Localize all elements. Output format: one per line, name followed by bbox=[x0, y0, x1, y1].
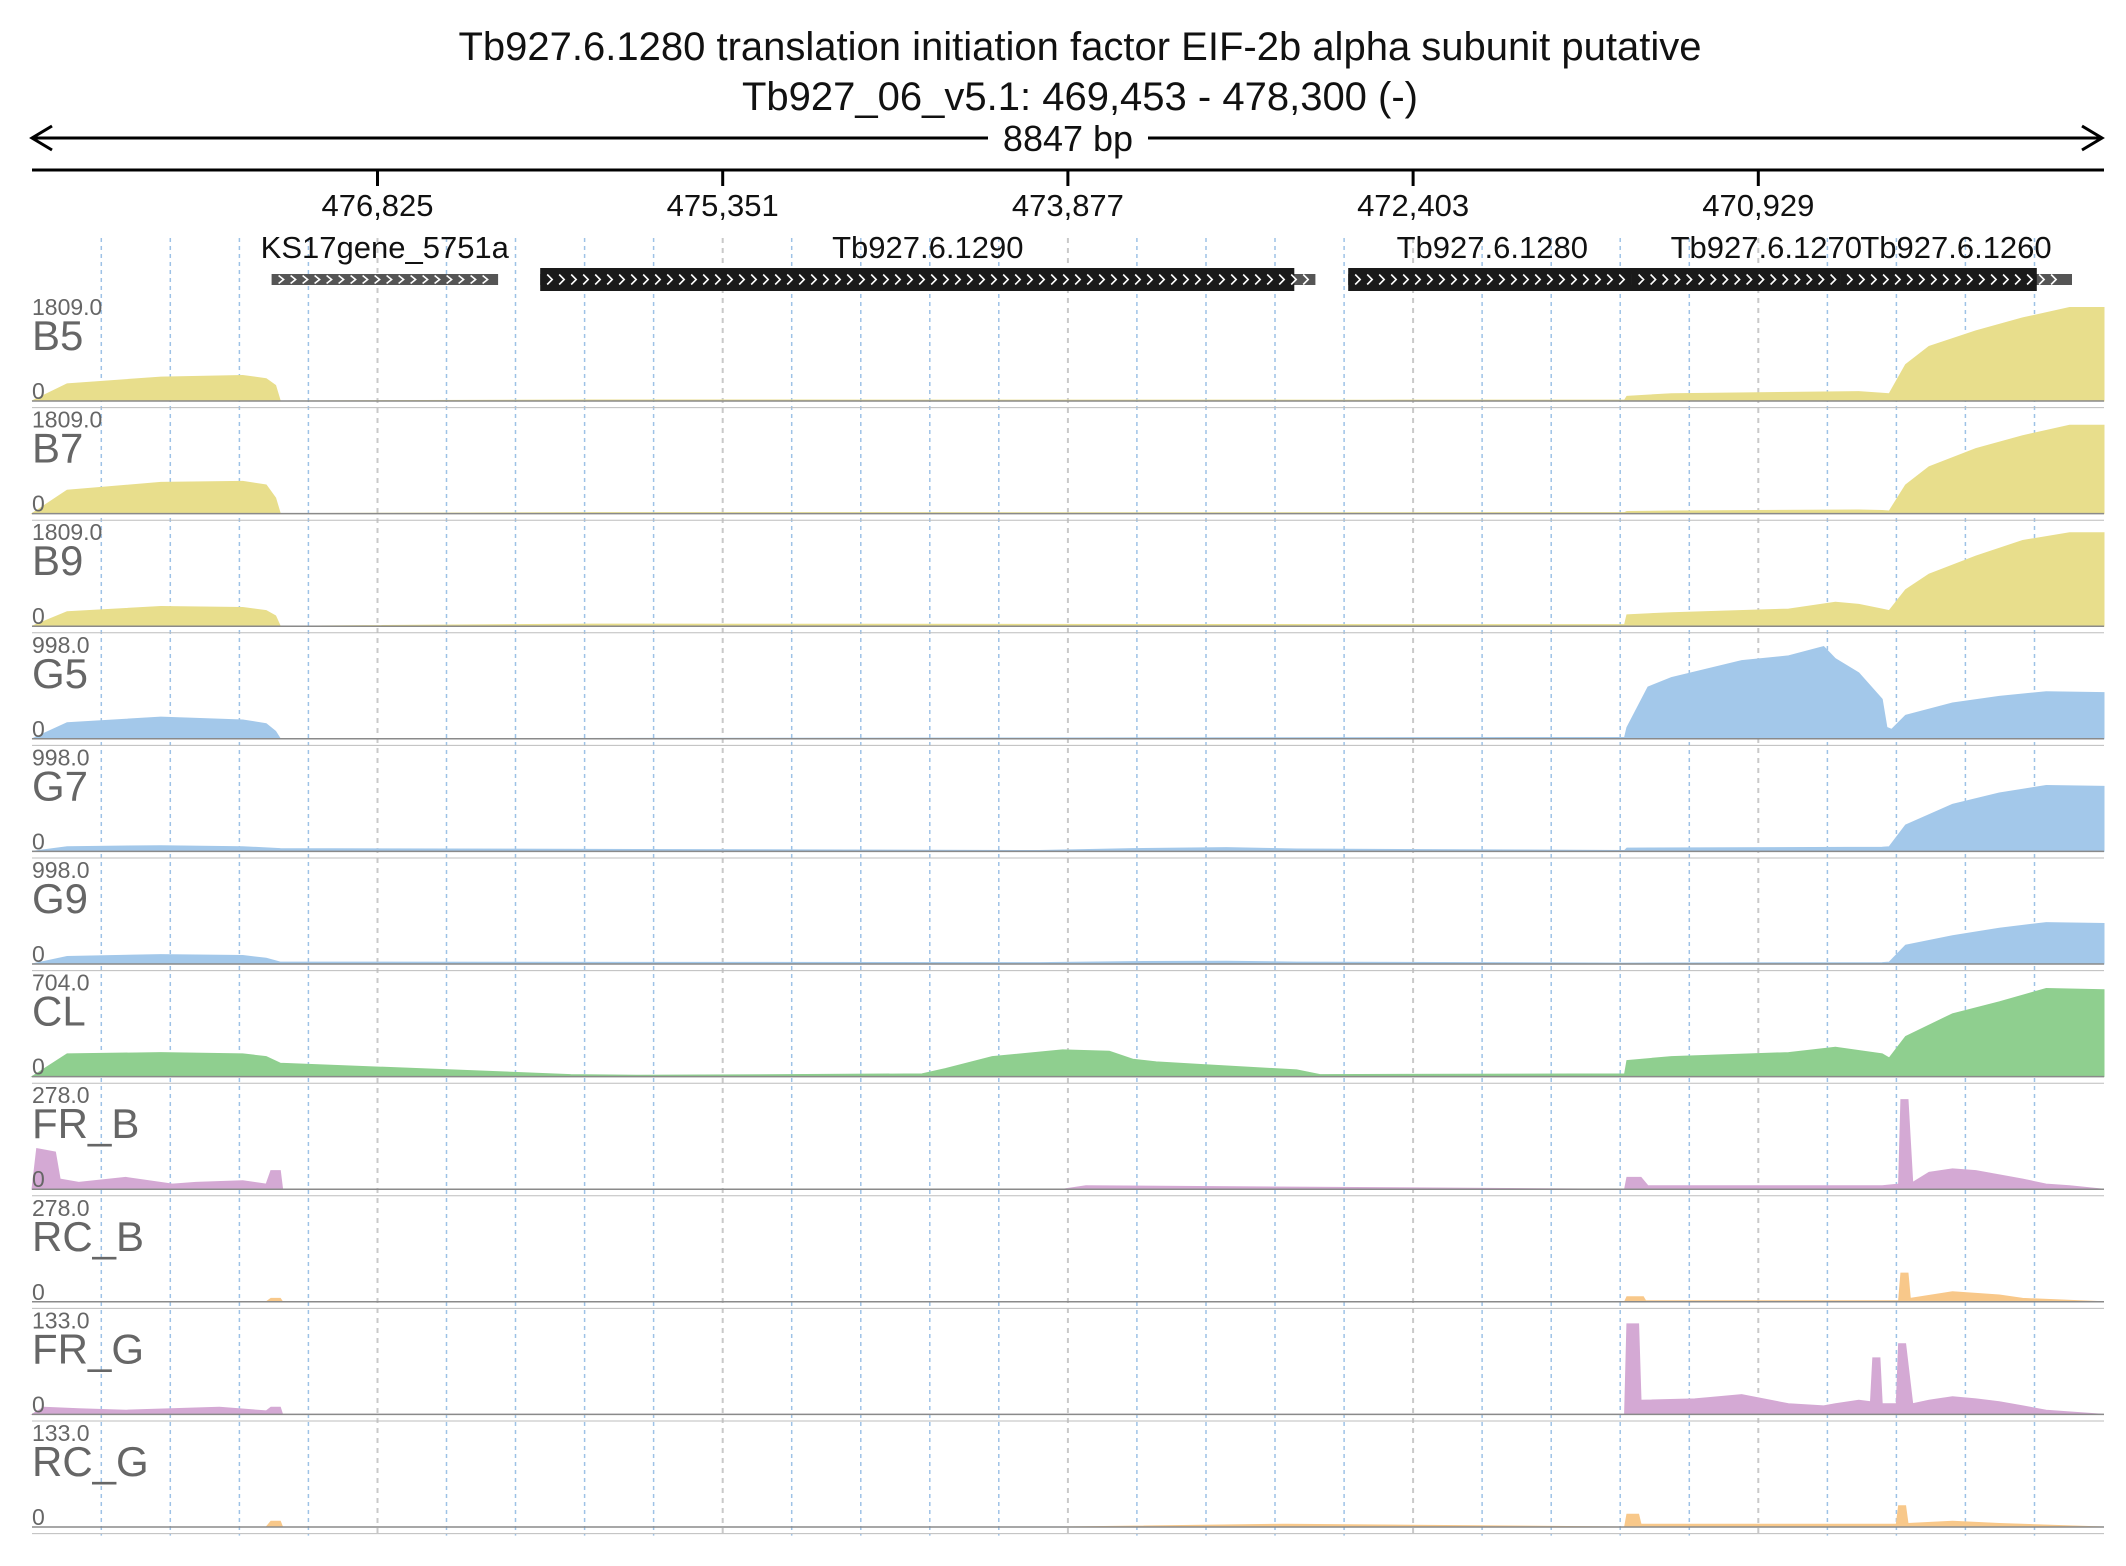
track-zero-label: 0 bbox=[32, 378, 45, 404]
axis-tick-label: 470,929 bbox=[1702, 188, 1814, 223]
coverage-area bbox=[30, 987, 2105, 1078]
coverage-area bbox=[31, 307, 2105, 402]
gene-strand-arrows bbox=[278, 274, 489, 285]
track-b7: 1809.0B7 0 bbox=[30, 407, 2105, 521]
coverage-area bbox=[31, 645, 2105, 740]
track-rc-g: 133.0RC_G 0 bbox=[32, 1420, 2105, 1535]
track-max-label: 133.0 bbox=[32, 1420, 90, 1446]
coverage-area bbox=[31, 922, 2105, 965]
coverage-area bbox=[30, 1323, 2105, 1415]
track-rc-b: 278.0RC_B 0 bbox=[32, 1195, 2105, 1309]
axis-tick-label: 472,403 bbox=[1357, 188, 1469, 223]
gene-strand-arrows bbox=[1354, 273, 1626, 286]
track-name: RC_B bbox=[32, 1213, 144, 1260]
track-name: FR_B bbox=[32, 1100, 139, 1147]
track-zero-label: 0 bbox=[32, 1054, 45, 1080]
coverage-area bbox=[30, 424, 2105, 515]
track-max-label: 998.0 bbox=[32, 857, 90, 883]
track-b5: 1809.0B5 0 bbox=[31, 294, 2105, 409]
span-label: 8847 bp bbox=[1003, 118, 1133, 159]
gene-label: Tb927.6.1290 bbox=[832, 230, 1023, 265]
track-cl: 704.0CL 0 bbox=[30, 970, 2105, 1084]
axis-tick-label: 475,351 bbox=[667, 188, 779, 223]
track-max-label: 278.0 bbox=[32, 1082, 90, 1108]
track-zero-label: 0 bbox=[32, 716, 45, 742]
span-arrow-right bbox=[2081, 124, 2105, 152]
track-name: B9 bbox=[32, 537, 83, 584]
gene-label: KS17gene_5751a bbox=[261, 230, 510, 265]
track-zero-label: 0 bbox=[32, 828, 45, 854]
coverage-area bbox=[32, 1505, 2105, 1528]
track-zero-label: 0 bbox=[32, 941, 45, 967]
track-max-label: 1809.0 bbox=[32, 294, 102, 320]
track-name: B5 bbox=[32, 312, 83, 359]
gene-strand-arrows bbox=[546, 273, 1310, 286]
track-b9: 1809.0B9 0 bbox=[31, 519, 2105, 634]
track-zero-label: 0 bbox=[32, 1166, 45, 1192]
title-line-2: Tb927_06_v5.1: 469,453 - 478,300 (-) bbox=[742, 75, 1418, 119]
track-max-label: 278.0 bbox=[32, 1195, 90, 1221]
track-zero-label: 0 bbox=[32, 603, 45, 629]
title-line-1: Tb927.6.1280 translation initiation fact… bbox=[458, 25, 1701, 69]
track-g5: 998.0G5 0 bbox=[31, 632, 2105, 746]
coverage-tracks: 1809.0B501809.0B701809.0B90998.0G50998.0… bbox=[30, 294, 2105, 1535]
track-name: G7 bbox=[32, 762, 88, 809]
track-name: B7 bbox=[32, 425, 83, 472]
gene-label: Tb927.6.1260 bbox=[1860, 230, 2051, 265]
track-zero-label: 0 bbox=[32, 1279, 45, 1305]
track-max-label: 133.0 bbox=[32, 1307, 90, 1333]
axis-tick-label: 476,825 bbox=[321, 188, 433, 223]
gene-strand-arrows bbox=[1846, 273, 2058, 286]
gridlines bbox=[100, 238, 2036, 1536]
track-name: FR_G bbox=[32, 1325, 144, 1372]
gene-cds bbox=[540, 268, 1295, 291]
track-max-label: 704.0 bbox=[32, 970, 90, 996]
track-max-label: 998.0 bbox=[32, 632, 90, 658]
track-g7: 998.0G7 0 bbox=[31, 744, 2105, 859]
coverage-area bbox=[31, 532, 2105, 627]
track-zero-label: 0 bbox=[32, 1504, 45, 1530]
gene-cds bbox=[1840, 268, 2037, 291]
gene-utr bbox=[271, 274, 499, 285]
coverage-area bbox=[32, 1272, 2105, 1303]
track-zero-label: 0 bbox=[32, 491, 45, 517]
track-max-label: 1809.0 bbox=[32, 407, 102, 433]
track-name: CL bbox=[32, 988, 86, 1035]
track-max-label: 1809.0 bbox=[32, 519, 102, 545]
span-ruler: 8847 bp bbox=[29, 118, 2105, 159]
span-arrow-left bbox=[29, 124, 53, 152]
axis-tick-label: 473,877 bbox=[1012, 188, 1124, 223]
track-name: G5 bbox=[32, 650, 88, 697]
gene-label: Tb927.6.1270 bbox=[1671, 230, 1862, 265]
track-zero-label: 0 bbox=[32, 1391, 45, 1417]
track-g9: 998.0G9 0 bbox=[31, 857, 2105, 972]
coordinate-ticks: 476,825 475,351 473,877 472,403 470,929 bbox=[321, 170, 1814, 223]
track-max-label: 998.0 bbox=[32, 744, 90, 770]
gene-track: KS17gene_5751a Tb927.6.1290 Tb927.6.1280 Tb… bbox=[261, 230, 2072, 291]
track-name: G9 bbox=[32, 875, 88, 922]
coverage-area bbox=[31, 1099, 2105, 1190]
track-name: RC_G bbox=[32, 1438, 149, 1485]
track-fr-b: 278.0FR_B 0 bbox=[31, 1082, 2105, 1197]
gene-label: Tb927.6.1280 bbox=[1397, 230, 1588, 265]
track-fr-g: 133.0FR_G 0 bbox=[30, 1307, 2105, 1422]
coverage-area bbox=[31, 784, 2105, 852]
